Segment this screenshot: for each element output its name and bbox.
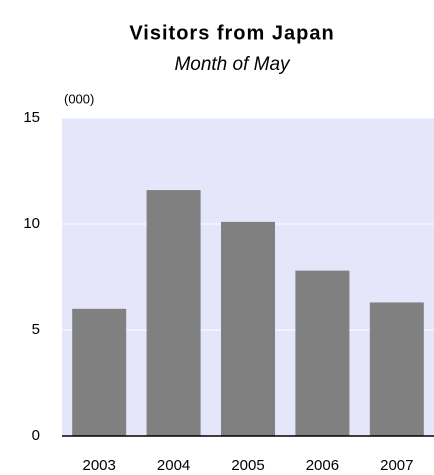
bar [295,270,350,436]
y-unit-label: (000) [64,91,94,106]
bar [221,221,275,436]
x-tick-label: 2003 [83,457,116,474]
bar [146,190,201,436]
bar [72,308,127,436]
chart-subtitle: Month of May [174,54,291,75]
x-tick-label: 2004 [157,457,190,474]
x-tick-label: 2007 [380,457,413,474]
y-tick-label: 15 [23,109,40,126]
x-tick-label: 2006 [306,457,339,474]
y-tick-label: 0 [32,427,40,444]
y-tick-label: 10 [23,215,40,232]
x-tick-label: 2005 [231,457,264,474]
chart-title: Visitors from Japan [129,22,334,44]
bar [369,302,424,436]
y-tick-label: 5 [32,321,40,338]
